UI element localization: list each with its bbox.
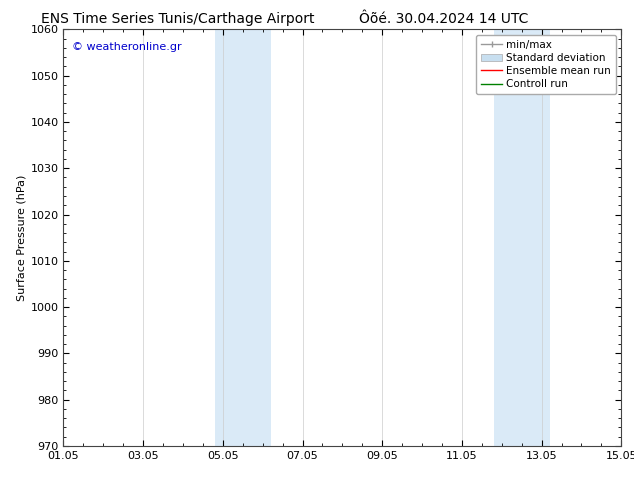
Text: Ôõé. 30.04.2024 14 UTC: Ôõé. 30.04.2024 14 UTC <box>359 12 529 26</box>
Legend: min/max, Standard deviation, Ensemble mean run, Controll run: min/max, Standard deviation, Ensemble me… <box>476 35 616 95</box>
Bar <box>494 29 550 446</box>
Text: ENS Time Series Tunis/Carthage Airport: ENS Time Series Tunis/Carthage Airport <box>41 12 314 26</box>
Y-axis label: Surface Pressure (hPa): Surface Pressure (hPa) <box>16 174 26 301</box>
Text: © weatheronline.gr: © weatheronline.gr <box>72 42 181 52</box>
Bar <box>215 29 271 446</box>
